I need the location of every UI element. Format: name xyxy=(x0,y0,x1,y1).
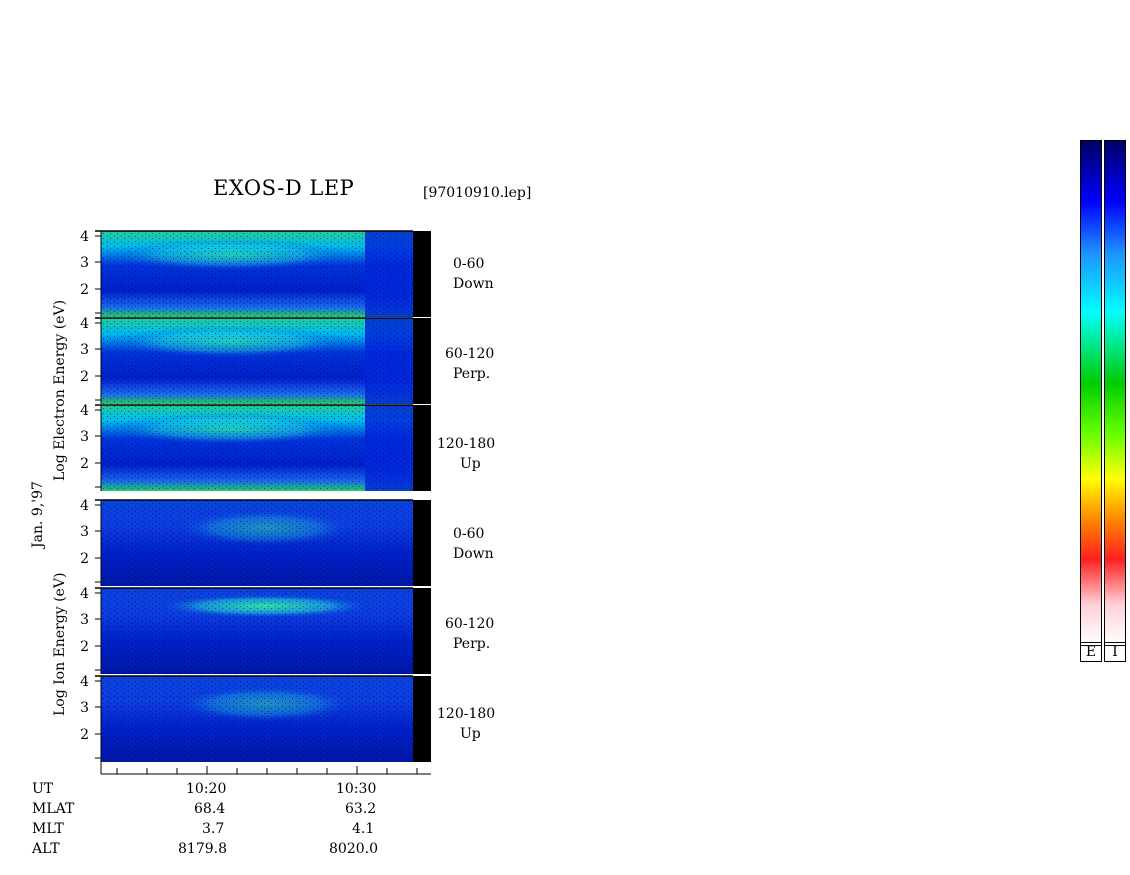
y-tick-label: 2 xyxy=(80,727,89,743)
y-tick-label: 4 xyxy=(80,498,89,514)
ephem-mlt-2: 4.1 xyxy=(352,821,375,837)
panel-label-e3: 120-180 xyxy=(437,436,496,452)
y-tick-label: 3 xyxy=(80,524,89,540)
y-tick-label: 3 xyxy=(80,429,89,445)
ephem-alt-1: 8179.8 xyxy=(178,841,227,857)
data-gap xyxy=(413,405,431,491)
y-tick-label: 4 xyxy=(80,403,89,419)
panel-label-i3: 120-180 xyxy=(437,706,496,722)
spectrogram-plots: 4 3 2 4 3 2 4 3 2 4 3 2 4 3 2 4 3 2 xyxy=(80,229,431,775)
panel-sublabel-i2: Perp. xyxy=(453,636,491,652)
y-tick-label: 2 xyxy=(80,551,89,567)
panel-label-i1: 0-60 xyxy=(453,526,485,542)
x-tick-label-1020: 10:20 xyxy=(186,781,227,797)
ephem-name-mlat: MLAT xyxy=(32,801,75,817)
colorbar-label-i: I xyxy=(1104,642,1126,662)
colorbar-label-e: E xyxy=(1080,642,1102,662)
date-label: Jan. 9,'97 xyxy=(30,481,46,548)
data-gap xyxy=(413,588,431,674)
noise-overlay xyxy=(101,588,413,674)
y-tick-label: 2 xyxy=(80,639,89,655)
file-label: [97010910.lep] xyxy=(423,185,532,201)
data-gap xyxy=(413,231,431,317)
ephem-mlt-1: 3.7 xyxy=(202,821,225,837)
y-tick-label: 3 xyxy=(80,612,89,628)
y-tick-label: 3 xyxy=(80,255,89,271)
y-tick-label: 2 xyxy=(80,456,89,472)
x-tick-label-1030: 10:30 xyxy=(336,781,377,797)
ephem-name-ut: UT xyxy=(32,781,54,797)
ephem-alt-2: 8020.0 xyxy=(329,841,378,857)
y-tick-label: 3 xyxy=(80,342,89,358)
y-axis-label-ion: Log Ion Energy (eV) xyxy=(52,572,68,716)
noise-overlay xyxy=(101,676,413,762)
data-gap xyxy=(413,500,431,586)
ephem-mlat-2: 63.2 xyxy=(345,801,377,817)
panel-sublabel-e3: Up xyxy=(460,456,481,472)
y-tick-label: 2 xyxy=(80,282,89,298)
panel-label-e2: 60-120 xyxy=(445,346,495,362)
noise-overlay xyxy=(101,405,413,491)
panel-sublabel-e2: Perp. xyxy=(453,366,491,382)
colorbar-electron xyxy=(1080,140,1102,646)
y-axis-label-electron: Log Electron Energy (eV) xyxy=(52,299,68,481)
ephem-name-alt: ALT xyxy=(32,841,60,857)
panel-sublabel-i3: Up xyxy=(460,726,481,742)
panel-sublabel-e1: Down xyxy=(453,276,494,292)
ephem-mlat-1: 68.4 xyxy=(194,801,226,817)
y-tick-label: 4 xyxy=(80,586,89,602)
panel-label-e1: 0-60 xyxy=(453,256,485,272)
y-tick-label: 2 xyxy=(80,369,89,385)
panel-label-i2: 60-120 xyxy=(445,616,495,632)
noise-overlay xyxy=(101,318,413,404)
ephem-name-mlt: MLT xyxy=(32,821,64,837)
y-tick-label: 4 xyxy=(80,316,89,332)
y-tick-label: 3 xyxy=(80,700,89,716)
noise-overlay xyxy=(101,231,413,317)
data-gap xyxy=(413,318,431,404)
panel-sublabel-i1: Down xyxy=(453,546,494,562)
colorbar-ion xyxy=(1104,140,1126,646)
chart-title: EXOS-D LEP xyxy=(213,176,355,200)
noise-overlay xyxy=(101,500,413,586)
y-tick-label: 4 xyxy=(80,229,89,245)
y-tick-label: 4 xyxy=(80,674,89,690)
data-gap xyxy=(413,676,431,762)
